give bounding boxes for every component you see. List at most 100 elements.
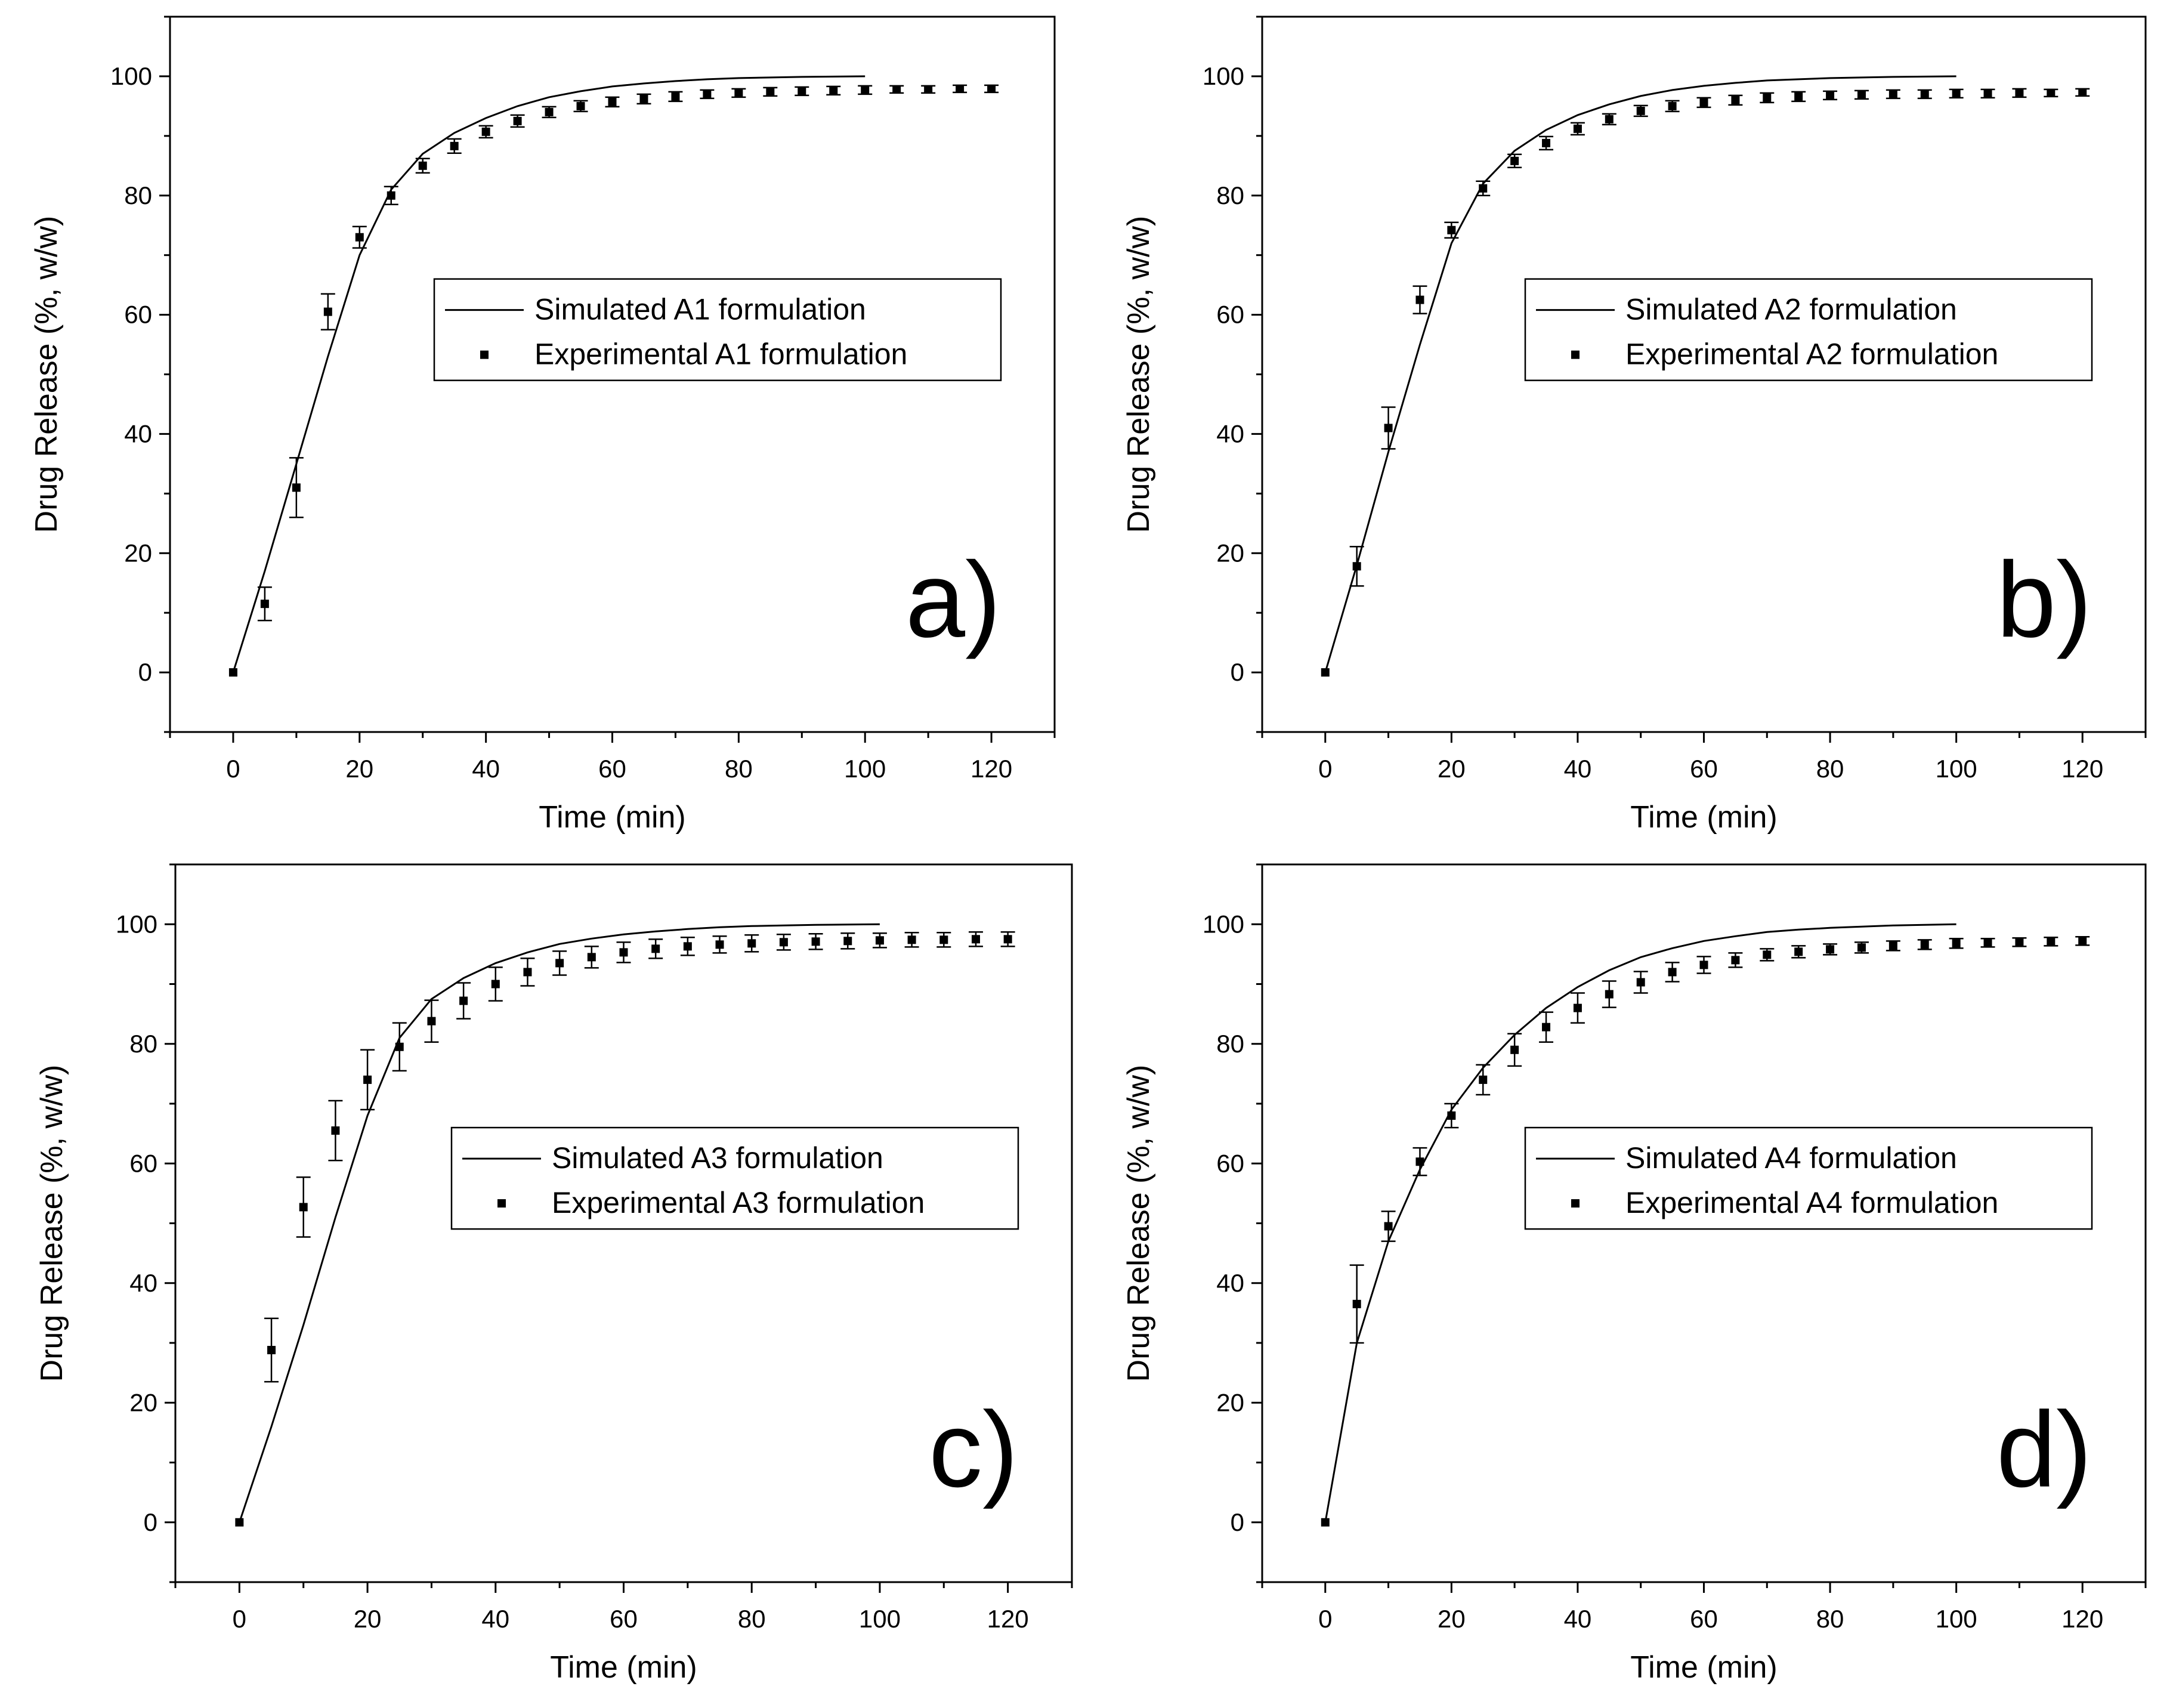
- data-point: [1447, 226, 1456, 234]
- data-point: [1668, 101, 1677, 110]
- data-point: [924, 85, 933, 94]
- y-tick-label: 60: [1216, 1149, 1244, 1177]
- data-point: [1573, 1003, 1582, 1012]
- data-point: [1826, 91, 1835, 100]
- panel-label: d): [1996, 1390, 2092, 1510]
- x-tick-label: 60: [610, 1605, 638, 1633]
- data-point: [1888, 89, 1897, 98]
- x-tick-label: 0: [233, 1605, 246, 1633]
- data-point: [798, 87, 806, 95]
- y-axis-title: Drug Release (%, w/w): [35, 1065, 69, 1382]
- x-tick-label: 120: [2061, 755, 2103, 783]
- data-point: [608, 97, 617, 106]
- data-point: [1952, 89, 1961, 98]
- x-axis-title: Time (min): [550, 1650, 697, 1685]
- x-tick-label: 80: [1816, 1605, 1844, 1633]
- y-tick-label: 40: [1216, 1269, 1244, 1297]
- data-point: [619, 948, 628, 957]
- legend-label-simulated: Simulated A1 formulation: [534, 293, 866, 326]
- data-point: [387, 191, 395, 200]
- legend-label-simulated: Simulated A3 formulation: [552, 1141, 883, 1175]
- data-point: [907, 935, 916, 944]
- data-point: [587, 953, 596, 962]
- y-tick-label: 20: [124, 539, 152, 567]
- data-point: [779, 938, 788, 947]
- x-tick-label: 60: [1690, 755, 1718, 783]
- x-tick-label: 120: [2061, 1605, 2103, 1633]
- legend-box: [433, 278, 1002, 381]
- legend-point-swatch: [1571, 1199, 1580, 1208]
- data-point: [481, 127, 490, 136]
- legend-box: [1524, 278, 2093, 381]
- y-tick-label: 60: [1216, 301, 1244, 329]
- data-point: [1510, 1045, 1519, 1054]
- y-tick-label: 20: [1216, 1388, 1244, 1416]
- x-axis-title: Time (min): [1630, 1650, 1778, 1685]
- legend-point-swatch: [1571, 350, 1580, 359]
- data-point: [355, 233, 364, 242]
- data-point: [491, 980, 500, 989]
- data-point: [1983, 89, 1992, 98]
- data-point: [1542, 138, 1551, 147]
- data-point: [1699, 98, 1708, 107]
- data-point: [576, 101, 585, 110]
- y-tick-label: 100: [116, 910, 157, 938]
- data-point: [1321, 668, 1330, 677]
- x-tick-label: 60: [1690, 1605, 1718, 1633]
- panel-label: c): [929, 1390, 1018, 1510]
- data-point: [1510, 156, 1519, 165]
- legend-label-simulated: Simulated A2 formulation: [1625, 293, 1957, 326]
- data-point: [260, 600, 269, 609]
- data-point: [395, 1042, 404, 1051]
- x-tick-label: 0: [226, 755, 240, 783]
- simulated-line: [238, 923, 880, 1523]
- data-point: [1763, 950, 1772, 959]
- data-point: [1447, 1111, 1456, 1120]
- data-point: [1605, 990, 1614, 999]
- data-point: [459, 996, 468, 1005]
- legend-label-experimental: Experimental A3 formulation: [552, 1186, 925, 1219]
- y-axis-title: Drug Release (%, w/w): [29, 216, 64, 533]
- data-point: [829, 86, 838, 95]
- data-point: [1888, 941, 1897, 950]
- data-point: [1003, 935, 1012, 944]
- data-point: [703, 89, 712, 98]
- x-tick-label: 100: [859, 1605, 901, 1633]
- x-tick-label: 20: [345, 755, 373, 783]
- data-point: [1952, 939, 1961, 948]
- y-tick-label: 0: [1231, 1508, 1244, 1536]
- data-point: [715, 940, 724, 949]
- y-tick-label: 40: [124, 419, 152, 447]
- data-point: [766, 87, 775, 96]
- panel-c: 0 20 40 60 80 100 120 0 20 40 60 80 100 Time (min) Dru…: [35, 863, 1073, 1685]
- y-tick-label: 0: [1231, 658, 1244, 686]
- data-point: [811, 937, 820, 946]
- y-tick-label: 80: [124, 181, 152, 209]
- y-tick-label: 40: [1216, 419, 1244, 447]
- data-point: [1920, 940, 1929, 949]
- data-point: [1636, 978, 1645, 987]
- data-point: [2015, 88, 2024, 97]
- data-point: [639, 94, 648, 103]
- data-point: [323, 307, 332, 316]
- simulated-line: [1324, 923, 1956, 1523]
- data-point: [1352, 562, 1361, 571]
- x-axis-title: Time (min): [1630, 800, 1778, 835]
- data-point: [1479, 184, 1488, 193]
- y-tick-label: 60: [124, 301, 152, 329]
- data-point: [418, 161, 427, 170]
- y-tick-label: 0: [138, 658, 152, 686]
- y-tick-label: 40: [129, 1269, 157, 1297]
- y-axis-title: Drug Release (%, w/w): [1121, 1065, 1156, 1382]
- data-point: [1415, 1157, 1424, 1166]
- legend-label-simulated: Simulated A4 formulation: [1625, 1141, 1957, 1175]
- y-tick-label: 20: [129, 1388, 157, 1416]
- data-point: [1763, 93, 1772, 102]
- data-point: [1636, 106, 1645, 115]
- data-point: [513, 116, 522, 125]
- y-tick-label: 80: [1216, 1030, 1244, 1058]
- data-point: [1479, 1075, 1488, 1084]
- data-point: [555, 959, 564, 968]
- x-tick-label: 40: [1564, 755, 1592, 783]
- data-point: [1384, 424, 1393, 433]
